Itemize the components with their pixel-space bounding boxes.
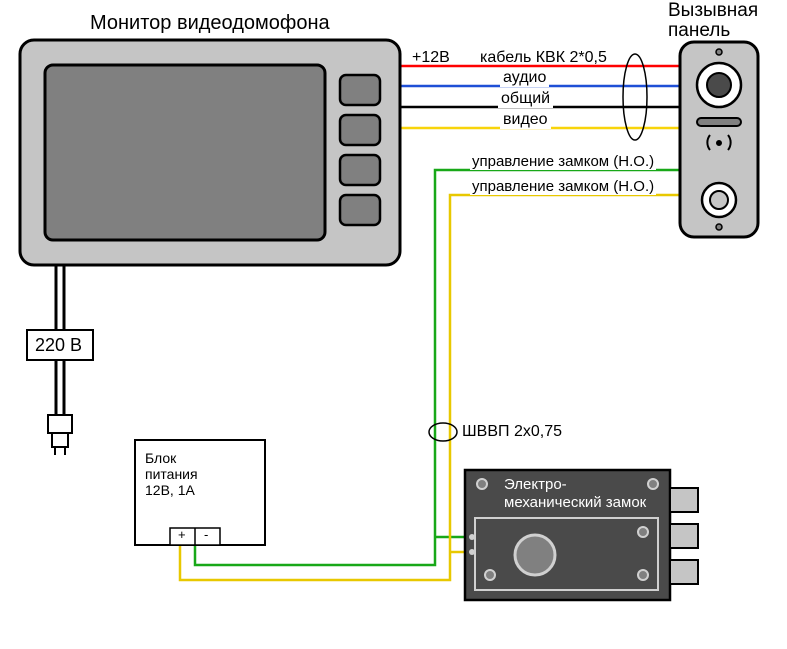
monitor-body <box>20 40 400 265</box>
monitor-title: Монитор видеодомофона <box>90 12 330 35</box>
monitor-button-3 <box>340 155 380 185</box>
panel-title-1: Вызывная <box>668 0 758 22</box>
plug-body <box>48 415 72 433</box>
wire-label-common: общий <box>498 90 553 108</box>
wire-lock-yellow <box>180 195 680 580</box>
lock-bolt-3 <box>670 560 698 584</box>
wire-label-video: видео <box>500 111 551 129</box>
wire-label-12v: +12В <box>412 49 450 67</box>
monitor-button-4 <box>340 195 380 225</box>
lock-plate <box>475 518 658 590</box>
panel-camera-inner <box>707 73 731 97</box>
plug-pins <box>52 433 68 447</box>
monitor-button-2 <box>340 115 380 145</box>
wiring-diagram <box>0 0 787 649</box>
panel-rfid-icon <box>707 135 730 150</box>
lock-line2: механический замок <box>504 494 646 511</box>
panel-camera-outer <box>697 63 741 107</box>
panel-button-outer <box>702 183 736 217</box>
lock-knob <box>515 535 555 575</box>
wire-label-lock1: управление замком (Н.О.) <box>470 153 656 170</box>
cable-kvk-label: кабель КВК 2*0,5 <box>480 49 607 67</box>
lock-line1: Электро- <box>504 476 567 493</box>
call-panel-body <box>680 42 758 237</box>
psu-line3: 12В, 1А <box>145 482 195 498</box>
wire-label-audio: аудио <box>500 69 549 87</box>
psu-line2: питания <box>145 466 198 482</box>
lock-body <box>465 470 670 600</box>
psu-minus: - <box>204 527 208 542</box>
panel-speaker <box>697 118 741 126</box>
psu-line1: Блок <box>145 450 176 466</box>
panel-title-2: панель <box>668 20 730 42</box>
psu-plus: + <box>178 527 186 542</box>
kvk-ellipse <box>623 54 647 140</box>
wire-label-lock2: управление замком (Н.О.) <box>470 178 656 195</box>
shvvp-ellipse <box>429 423 457 441</box>
panel-button-inner <box>710 191 728 209</box>
monitor-button-1 <box>340 75 380 105</box>
cable-shvvp-label: ШВВП 2х0,75 <box>462 423 562 441</box>
monitor-screen <box>45 65 325 240</box>
lock-bolt-2 <box>670 524 698 548</box>
voltage-220: 220 В <box>35 335 82 356</box>
lock-bolt-1 <box>670 488 698 512</box>
